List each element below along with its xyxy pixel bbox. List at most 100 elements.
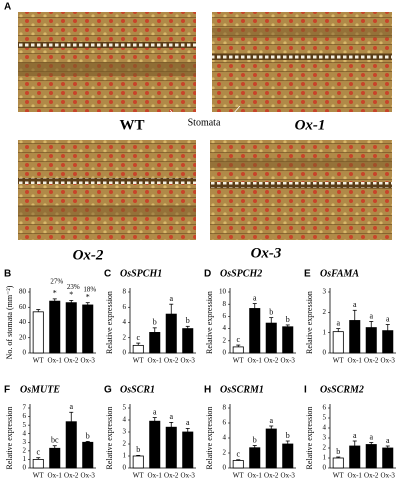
x-tick-label: Ox-2	[264, 472, 279, 480]
significance-label: a	[386, 314, 390, 323]
panel-label: I	[304, 385, 307, 396]
x-tick-label: Ox-1	[48, 472, 63, 480]
bar	[182, 431, 194, 469]
bar	[382, 330, 394, 354]
error-bar	[69, 411, 74, 422]
error-bar	[385, 445, 390, 448]
bar	[265, 322, 277, 354]
error-bar	[85, 441, 90, 443]
significance-label: a	[186, 418, 190, 427]
bar	[365, 444, 377, 469]
chart-title: OsMUTE	[20, 384, 60, 395]
y-tick-label: 0	[123, 464, 127, 472]
y-axis-label: Relative expression	[105, 407, 114, 470]
significance-label: b	[136, 445, 140, 454]
y-tick-label: 20	[19, 333, 27, 341]
error-bar	[52, 445, 57, 449]
y-tick-label: 2	[323, 308, 327, 316]
panel-label: C	[104, 269, 111, 280]
y-axis-label: Relative expression	[5, 407, 14, 470]
error-bar	[285, 440, 290, 444]
error-bar	[336, 328, 341, 332]
bar	[65, 421, 77, 469]
percent-label: 27%	[50, 277, 63, 285]
y-tick-label: 1	[323, 328, 327, 336]
y-tick-label: 6	[323, 404, 327, 412]
x-tick-label: Ox-1	[348, 357, 363, 365]
error-bar	[369, 442, 374, 445]
y-tick-label: 8	[123, 288, 127, 296]
bar	[282, 443, 294, 469]
significance-label: *	[69, 290, 73, 299]
y-axis-label: Relative expression	[205, 291, 214, 354]
bar	[249, 447, 261, 469]
significance-label: a	[386, 436, 390, 445]
panel-label: F	[4, 385, 10, 396]
bar	[49, 447, 61, 469]
bar	[132, 455, 144, 469]
micrograph	[18, 140, 196, 240]
y-tick-label: 4	[323, 424, 327, 432]
bar	[182, 328, 194, 354]
y-tick-label: 4	[123, 416, 127, 424]
error-bar	[52, 298, 57, 302]
panel-label: G	[104, 385, 112, 396]
y-tick-label: 0	[23, 349, 27, 357]
x-tick-label: Ox-3	[181, 357, 196, 365]
significance-label: a	[169, 294, 173, 303]
x-tick-label: Ox-2	[364, 472, 379, 480]
error-bar	[285, 324, 290, 327]
significance-label: b	[253, 435, 257, 444]
bar	[65, 302, 77, 354]
y-axis-label: Relative expression	[105, 291, 114, 354]
significance-label: a	[369, 311, 373, 320]
y-tick-label: 1	[23, 455, 27, 463]
significance-label: a	[336, 318, 340, 327]
chart-title: OsSCR1	[120, 384, 155, 395]
y-tick-label: 6	[23, 412, 27, 420]
micrograph	[18, 12, 196, 112]
y-tick-label: 3	[323, 288, 327, 296]
bar	[149, 332, 161, 354]
error-bar	[236, 344, 241, 347]
x-tick-label: Ox-2	[164, 472, 179, 480]
bar	[32, 459, 44, 469]
x-tick-label: WT	[333, 357, 345, 365]
error-bar	[352, 440, 357, 446]
x-tick-label: Ox-2	[364, 357, 379, 365]
significance-label: c	[236, 335, 240, 344]
significance-label: b	[286, 315, 290, 324]
significance-label: c	[36, 448, 40, 457]
significance-label: a	[69, 402, 73, 411]
x-tick-label: Ox-3	[81, 472, 96, 480]
y-tick-label: 3	[123, 428, 127, 436]
bar	[49, 300, 61, 354]
error-bar	[152, 327, 157, 333]
x-tick-label: Ox-1	[148, 357, 163, 365]
error-bar	[36, 457, 41, 460]
y-tick-label: 5	[23, 421, 27, 429]
percent-label: 18%	[83, 285, 96, 293]
error-bar	[369, 321, 374, 328]
error-bar	[185, 325, 190, 329]
x-tick-label: WT	[33, 472, 45, 480]
chart-title: OsSPCH2	[220, 268, 262, 279]
bar	[132, 344, 144, 354]
chart-title: OsSCRM1	[220, 384, 264, 395]
y-tick-label: 2	[123, 333, 127, 341]
significance-label: *	[53, 289, 57, 298]
bar	[365, 327, 377, 354]
bar	[382, 447, 394, 469]
significance-label: c	[236, 450, 240, 459]
bar	[332, 331, 344, 354]
y-tick-label: 4	[223, 324, 227, 332]
image-label: Ox-2	[73, 247, 104, 263]
y-tick-label: 80	[19, 288, 27, 296]
error-bar	[185, 427, 190, 432]
y-tick-label: 0	[323, 349, 327, 357]
x-tick-label: WT	[333, 472, 345, 480]
y-tick-label: 2	[323, 444, 327, 452]
bar	[332, 457, 344, 469]
y-tick-label: 6	[223, 419, 227, 427]
